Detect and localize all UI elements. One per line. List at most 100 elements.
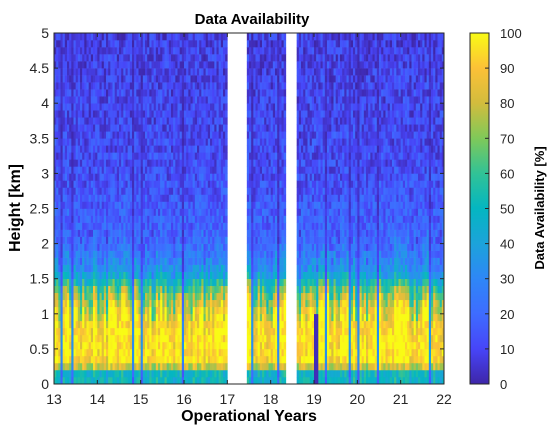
heatmap-cell xyxy=(158,299,161,308)
heatmap-cell xyxy=(184,299,187,308)
heatmap-cell xyxy=(216,299,219,308)
heatmap-cell xyxy=(270,152,274,160)
heatmap-cell xyxy=(99,110,102,118)
heatmap-cell xyxy=(145,222,148,230)
heatmap-cell xyxy=(90,33,94,41)
heatmap-cell xyxy=(108,110,111,118)
heatmap-cell xyxy=(160,278,163,287)
heatmap-cell xyxy=(62,334,66,343)
heatmap-cell xyxy=(88,173,92,181)
heatmap-cell xyxy=(73,110,76,118)
heatmap-cell xyxy=(214,82,217,90)
heatmap-cell xyxy=(54,82,57,90)
heatmap-cell xyxy=(60,257,63,265)
heatmap-cell xyxy=(225,229,228,237)
heatmap-cell xyxy=(270,110,274,118)
heatmap-cell xyxy=(197,250,200,258)
heatmap-cell xyxy=(67,131,70,139)
heatmap-cell xyxy=(253,180,256,188)
heatmap-cell xyxy=(121,110,124,118)
heatmap-cell xyxy=(155,320,159,329)
heatmap-cell xyxy=(177,131,180,139)
heatmap-cell xyxy=(277,362,280,371)
heatmap-cell xyxy=(212,229,215,237)
heatmap-cell xyxy=(177,47,180,55)
heatmap-cell xyxy=(129,320,133,329)
heatmap-cell xyxy=(56,159,59,167)
heatmap-cell xyxy=(272,362,276,371)
heatmap-cell xyxy=(199,110,202,118)
heatmap-cell xyxy=(62,201,66,209)
heatmap-cell xyxy=(164,376,167,384)
heatmap-cell xyxy=(132,208,135,216)
heatmap-cell xyxy=(181,166,185,174)
heatmap-cell xyxy=(166,222,170,230)
heatmap-cell xyxy=(223,89,226,97)
heatmap-cell xyxy=(257,369,261,378)
heatmap-cell xyxy=(223,250,226,258)
heatmap-cell xyxy=(119,320,122,329)
heatmap-cell xyxy=(112,355,115,364)
heatmap-cell xyxy=(268,131,271,139)
heatmap-cell xyxy=(123,47,126,55)
heatmap-cell xyxy=(225,299,228,308)
heatmap-cell xyxy=(173,257,176,265)
heatmap-cell xyxy=(255,40,258,48)
heatmap-cell xyxy=(125,257,128,265)
heatmap-cell xyxy=(134,82,137,90)
heatmap-cell xyxy=(60,236,63,244)
heatmap-cell xyxy=(60,40,63,48)
heatmap-cell xyxy=(214,145,217,153)
heatmap-cell xyxy=(197,215,200,223)
heatmap-cell xyxy=(201,33,204,41)
heatmap-cell xyxy=(281,222,284,230)
heatmap-cell xyxy=(166,124,170,132)
heatmap-cell xyxy=(129,208,133,216)
heatmap-cell xyxy=(138,285,141,294)
heatmap-cell xyxy=(175,166,178,174)
heatmap-cell xyxy=(164,222,167,230)
heatmap-cell xyxy=(101,341,105,350)
heatmap-cell xyxy=(270,75,274,83)
heatmap-cell xyxy=(296,250,300,258)
heatmap-cell xyxy=(134,166,137,174)
heatmap-cell xyxy=(296,103,300,111)
heatmap-cell xyxy=(71,278,74,287)
heatmap-cell xyxy=(93,376,96,384)
heatmap-cell xyxy=(132,222,135,230)
heatmap-cell xyxy=(264,117,267,125)
heatmap-cell xyxy=(145,208,148,216)
heatmap-cell xyxy=(197,61,200,69)
heatmap-cell xyxy=(158,40,161,48)
heatmap-cell xyxy=(95,271,98,279)
heatmap-cell xyxy=(90,173,94,181)
heatmap-cell xyxy=(199,187,202,195)
heatmap-cell xyxy=(268,187,271,195)
heatmap-cell xyxy=(151,355,154,364)
heatmap-cell xyxy=(86,75,89,83)
heatmap-cell xyxy=(108,285,111,294)
heatmap-cell xyxy=(82,89,85,97)
heatmap-cell xyxy=(197,152,200,160)
heatmap-cell xyxy=(86,250,89,258)
heatmap-cell xyxy=(164,194,167,202)
heatmap-cell xyxy=(110,68,113,76)
heatmap-cell xyxy=(145,299,148,308)
heatmap-cell xyxy=(220,40,224,48)
heatmap-cell xyxy=(132,89,135,97)
heatmap-cell xyxy=(164,131,167,139)
heatmap-cell xyxy=(171,369,174,378)
heatmap-cell xyxy=(266,271,269,279)
heatmap-cell xyxy=(262,278,265,287)
heatmap-cell xyxy=(279,82,282,90)
heatmap-cell xyxy=(129,194,133,202)
heatmap-cell xyxy=(216,327,219,336)
heatmap-cell xyxy=(73,117,76,125)
heatmap-cell xyxy=(210,61,213,69)
heatmap-cell xyxy=(99,166,102,174)
heatmap-cell xyxy=(298,341,302,350)
heatmap-cell xyxy=(277,194,280,202)
heatmap-cell xyxy=(184,257,187,265)
heatmap-cell xyxy=(95,187,98,195)
heatmap-cell xyxy=(173,250,176,258)
